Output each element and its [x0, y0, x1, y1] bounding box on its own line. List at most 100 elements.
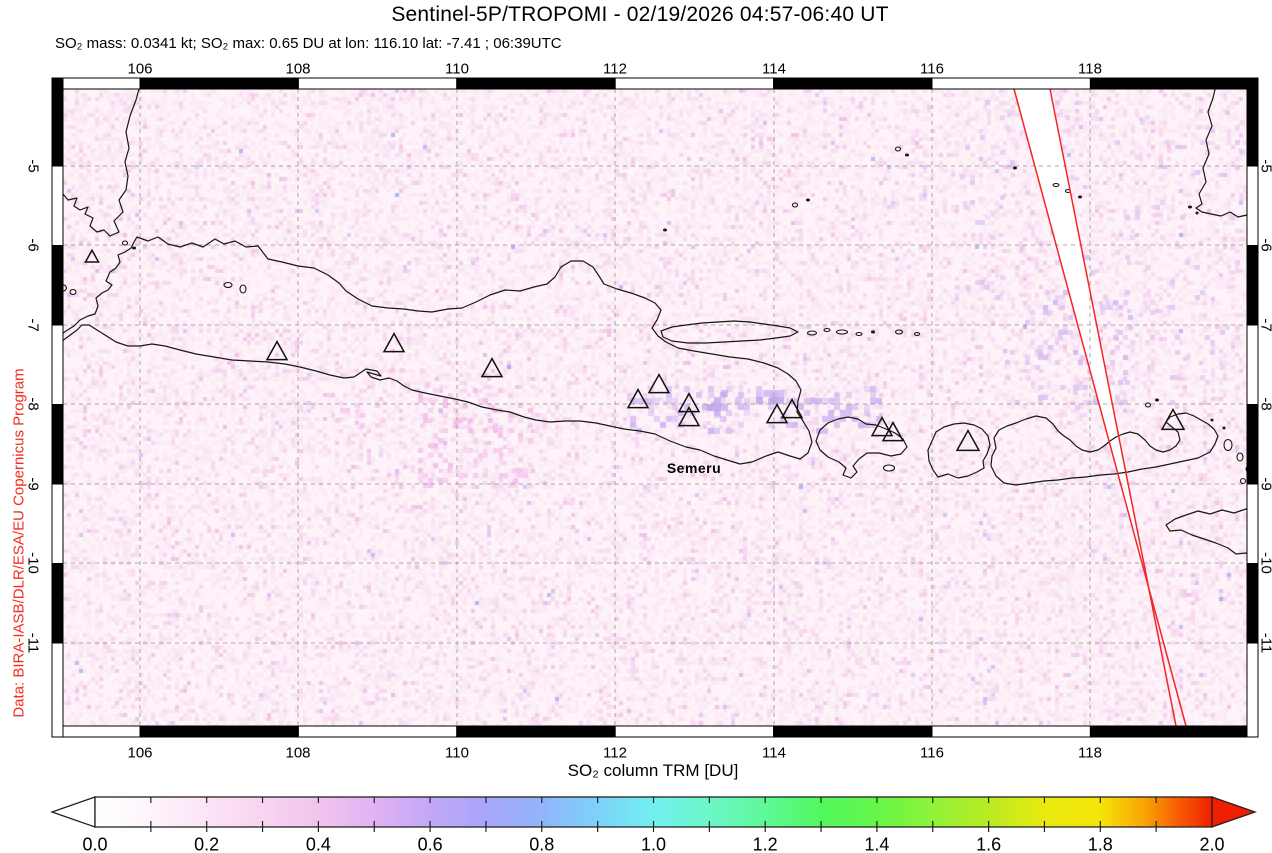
volcano-marker-4: [626, 388, 650, 409]
coastline-sumatra-tip: [51, 84, 141, 237]
frame-top-segment-7: [1089, 77, 1248, 90]
frame-bottom-segment-2: [297, 725, 458, 738]
coastline-sumbawa: [990, 412, 1219, 486]
frame-left-segment-6: [51, 563, 64, 644]
frame-bottom-segment-4: [614, 725, 775, 738]
lat-label-right--10: -10: [1257, 552, 1272, 574]
islet-4: [223, 281, 233, 289]
islet-26: [1195, 211, 1199, 215]
colorbar-value-0.0: 0.0: [82, 834, 108, 853]
colorbar-value-1.6: 1.6: [976, 834, 1002, 853]
islet-3: [132, 246, 136, 250]
frame-top-segment-1: [139, 77, 299, 90]
frame-bottom-segment-7: [1089, 725, 1248, 738]
lat-label-left--8: -8: [24, 397, 42, 411]
islet-10: [905, 153, 909, 157]
volcano-marker-2: [382, 332, 406, 353]
lon-label-bottom-114: 114: [762, 744, 786, 762]
coastline-sumba: [1165, 508, 1259, 561]
islet-32: [1222, 426, 1226, 430]
frame-right-segment-3: [1246, 324, 1259, 405]
islet-2: [121, 240, 129, 246]
colorbar-value-1.0: 1.0: [640, 834, 667, 853]
frame-right-segment-4: [1246, 404, 1259, 485]
frame-left-segment-1: [51, 165, 64, 246]
islet-21: [1013, 166, 1017, 170]
frame-top-segment-3: [456, 77, 616, 90]
lon-label-bottom-108: 108: [285, 744, 311, 762]
lon-label-top-108: 108: [285, 60, 311, 78]
volcano-marker-8: [765, 403, 789, 424]
colorbar-value-2.0: 2.0: [1199, 834, 1225, 853]
lat-label-left--9: -9: [24, 477, 42, 491]
islet-18: [882, 464, 896, 472]
lat-label-left--7: -7: [24, 318, 42, 332]
volcano-marker-13: [1160, 408, 1186, 431]
volcano-marker-0: [84, 248, 100, 263]
islet-7: [791, 202, 799, 208]
frame-right-segment-2: [1246, 245, 1259, 326]
orbit-edge-line-0: [1013, 88, 1187, 727]
frame-left-segment-0: [51, 77, 64, 167]
coastline-madura: [660, 320, 799, 344]
colorbar-underflow-arrow: [50, 796, 96, 828]
frame-left-segment-4: [51, 404, 64, 485]
islet-17: [913, 331, 921, 337]
colorbar-value-1.8: 1.8: [1087, 834, 1113, 853]
islet-31: [1210, 418, 1214, 422]
lat-label-right--7: -7: [1257, 318, 1272, 332]
islet-22: [1052, 182, 1060, 188]
frame-bottom-segment-5: [773, 725, 933, 738]
frame-left-segment-3: [51, 324, 64, 405]
lon-label-top-106: 106: [127, 60, 153, 78]
coastline-bali: [815, 416, 908, 479]
volcano-marker-7: [677, 406, 701, 427]
colorbar-value-0.2: 0.2: [194, 834, 220, 853]
frame-bottom-segment-0: [62, 725, 141, 738]
frame-top-segment-0: [62, 77, 141, 90]
frame-right-segment-0: [1246, 77, 1259, 167]
lon-label-top-114: 114: [762, 60, 786, 78]
lat-label-left--5: -5: [24, 159, 42, 173]
colorbar-label: SO₂ column TRM [DU]: [567, 761, 739, 780]
colorbar-overflow-arrow: [1211, 796, 1257, 828]
islet-5: [239, 284, 247, 294]
volcano-marker-11: [881, 421, 905, 442]
frame-top-segment-4: [614, 77, 775, 90]
colorbar-value-0.8: 0.8: [529, 834, 555, 853]
islet-16: [894, 329, 904, 335]
colorbar-value-0.6: 0.6: [417, 834, 443, 853]
lon-label-bottom-118: 118: [1078, 744, 1102, 762]
lon-label-top-116: 116: [920, 60, 944, 78]
volcano-marker-3: [480, 357, 504, 378]
colorbar-value-1.4: 1.4: [864, 834, 890, 853]
frame-right-segment-6: [1246, 563, 1259, 644]
coastline-java: [58, 236, 813, 465]
frame-right-segment-7: [1246, 642, 1259, 738]
orbit-edge-line-1: [1049, 88, 1177, 727]
islet-19: [1144, 402, 1152, 408]
lat-label-right--5: -5: [1257, 159, 1272, 173]
colorbar-value-1.2: 1.2: [752, 834, 778, 853]
islet-14: [855, 331, 863, 337]
coastline-sulawesi-sw: [1195, 84, 1259, 223]
islet-28: [1236, 452, 1244, 462]
islet-8: [806, 198, 810, 202]
frame-left-segment-5: [51, 483, 64, 564]
lon-label-bottom-112: 112: [603, 744, 627, 762]
lat-label-left--10: -10: [24, 552, 42, 574]
frame-top-segment-6: [931, 77, 1091, 90]
frame-bottom-segment-6: [931, 725, 1091, 738]
frame-bottom-segment-3: [456, 725, 616, 738]
lon-label-bottom-110: 110: [445, 744, 469, 762]
volcano-marker-9: [780, 398, 804, 419]
lon-label-bottom-116: 116: [920, 744, 944, 762]
volcano-label: Semeru: [666, 460, 722, 476]
page-title: Sentinel-5P/TROPOMI - 02/19/2026 04:57-0…: [391, 3, 889, 26]
colorbar-value-0.4: 0.4: [305, 834, 331, 853]
lon-label-top-118: 118: [1078, 60, 1102, 78]
islet-25: [1188, 205, 1192, 209]
lat-label-right--11: -11: [1257, 632, 1272, 654]
